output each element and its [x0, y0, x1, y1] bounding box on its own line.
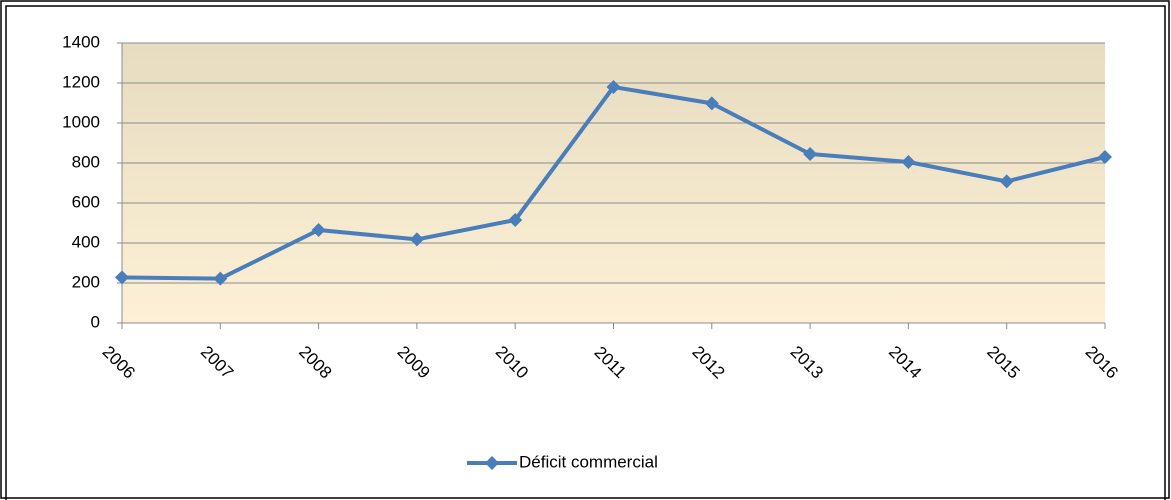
data-point	[508, 213, 523, 227]
y-tick-label: 400	[72, 232, 100, 251]
y-tick-label: 800	[72, 152, 100, 171]
data-point	[803, 147, 818, 161]
x-tick-label: 2008	[295, 342, 335, 382]
data-point	[999, 174, 1014, 189]
data-point	[213, 271, 228, 286]
data-point	[606, 80, 621, 94]
x-tick-label: 2016	[1082, 342, 1122, 382]
data-point	[704, 96, 719, 111]
x-tick-label: 2015	[983, 342, 1023, 382]
x-tick-label: 2011	[591, 343, 630, 382]
inner-frame	[5, 5, 1166, 500]
y-tick-label: 1200	[62, 72, 100, 91]
y-tick-label: 1400	[62, 32, 100, 51]
x-tick-label: 2009	[394, 342, 434, 382]
y-tick-label: 0	[91, 312, 100, 331]
legend-label: Déficit commercial	[519, 452, 658, 471]
data-point	[901, 155, 916, 169]
x-tick-label: 2012	[688, 342, 728, 382]
y-tick-label: 600	[72, 192, 100, 211]
x-tick-label: 2014	[885, 342, 925, 382]
y-tick-label: 1000	[62, 112, 100, 131]
x-tick-label: 2006	[99, 342, 139, 382]
data-point	[115, 270, 129, 285]
data-point	[409, 232, 424, 247]
data-point	[1098, 150, 1112, 164]
x-tick-label: 2013	[787, 342, 827, 382]
y-tick-label: 200	[72, 272, 100, 291]
data-point	[311, 223, 326, 237]
legend-marker	[485, 456, 499, 470]
x-tick-label: 2010	[492, 342, 532, 382]
x-tick-label: 2007	[197, 342, 237, 382]
